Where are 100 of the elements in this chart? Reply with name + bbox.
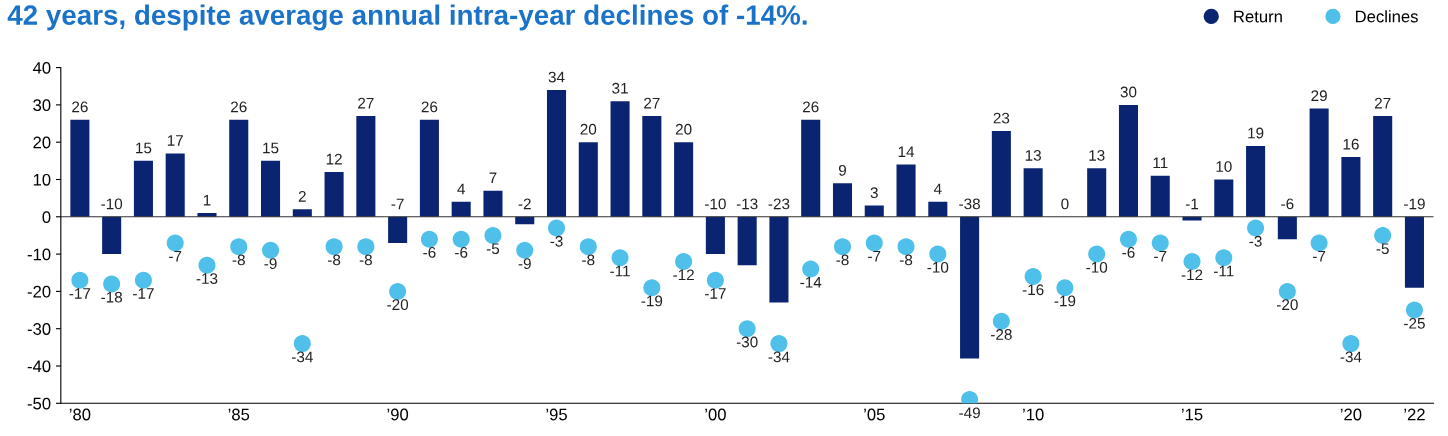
x-tick-label: ’22 xyxy=(1404,408,1425,421)
data-label: -8 xyxy=(359,254,372,266)
bar xyxy=(801,119,821,217)
point xyxy=(992,312,1010,330)
x-tick-label: ’95 xyxy=(546,408,567,421)
x-tick-label: ’85 xyxy=(228,408,250,421)
data-label: -7 xyxy=(868,250,881,262)
data-label: 26 xyxy=(802,101,819,113)
data-label: 10 xyxy=(1216,161,1232,172)
data-label: -10 xyxy=(101,198,123,210)
bar xyxy=(1404,216,1424,288)
y-tick-label: 20 xyxy=(33,136,51,149)
data-label: -18 xyxy=(101,291,123,303)
point xyxy=(1278,282,1296,300)
data-label: 20 xyxy=(675,123,692,135)
data-label: 27 xyxy=(1374,97,1391,109)
data-label: 20 xyxy=(580,123,597,135)
data-label: 27 xyxy=(358,97,374,109)
data-label: -38 xyxy=(959,198,980,210)
point xyxy=(1374,226,1392,244)
data-label: -8 xyxy=(899,254,913,266)
data-label: 23 xyxy=(993,112,1010,124)
point xyxy=(71,271,89,289)
bar xyxy=(451,201,471,217)
point xyxy=(230,238,248,256)
data-label: -3 xyxy=(550,235,563,247)
point xyxy=(262,241,280,259)
data-label: -8 xyxy=(232,254,245,266)
data-label: -34 xyxy=(1340,351,1362,363)
data-label: -11 xyxy=(610,265,630,277)
data-label: 19 xyxy=(1248,127,1264,139)
data-label: -25 xyxy=(1404,317,1425,329)
data-label: -8 xyxy=(836,254,849,266)
data-label: -6 xyxy=(423,247,436,258)
data-label: -16 xyxy=(1022,284,1044,296)
data-label: -3 xyxy=(1249,235,1262,247)
data-label: 30 xyxy=(1120,86,1137,98)
bar xyxy=(896,164,916,217)
x-tick-label: ’90 xyxy=(387,408,409,421)
data-label: -30 xyxy=(736,336,758,348)
bar xyxy=(610,101,630,217)
bar xyxy=(483,190,503,217)
data-label: -17 xyxy=(133,288,154,299)
data-label: -19 xyxy=(641,295,663,307)
data-label: -6 xyxy=(1281,198,1294,210)
bar xyxy=(1214,179,1234,217)
data-label: 13 xyxy=(1089,149,1105,161)
bar xyxy=(261,160,281,217)
bar xyxy=(578,142,598,217)
bar xyxy=(832,183,853,217)
bar xyxy=(1087,168,1107,217)
point xyxy=(516,241,534,259)
x-tick-label: ’15 xyxy=(1181,408,1203,421)
data-label: 27 xyxy=(644,97,660,109)
data-label: -1 xyxy=(1185,198,1199,210)
data-label: -34 xyxy=(291,351,313,363)
data-label: 26 xyxy=(72,101,88,113)
bar xyxy=(165,153,185,217)
data-label: -28 xyxy=(991,329,1012,340)
y-tick-label: 10 xyxy=(33,173,51,186)
data-label: -11 xyxy=(1214,265,1234,277)
point xyxy=(389,282,407,300)
data-label: 3 xyxy=(870,187,878,199)
data-label: 17 xyxy=(167,135,183,146)
y-tick-label: 0 xyxy=(42,211,51,223)
x-tick-label: ’00 xyxy=(705,408,726,421)
point xyxy=(706,271,724,289)
data-label: 13 xyxy=(1025,149,1041,161)
bar xyxy=(133,160,153,217)
data-label: -6 xyxy=(1122,247,1135,258)
data-label: 16 xyxy=(1343,138,1359,150)
x-tick-label: ’10 xyxy=(1023,408,1044,421)
point xyxy=(865,234,883,252)
bar xyxy=(991,130,1011,217)
data-label: -5 xyxy=(486,243,500,255)
bar xyxy=(1341,157,1361,217)
bar xyxy=(419,119,439,217)
data-label: 34 xyxy=(548,71,565,83)
point xyxy=(325,238,343,256)
data-label: -7 xyxy=(1154,250,1167,262)
legend-label: Declines xyxy=(1355,10,1418,23)
bar xyxy=(737,216,757,266)
data-label: 12 xyxy=(326,153,342,165)
x-tick-label: ’20 xyxy=(1340,408,1362,421)
bar xyxy=(1150,175,1170,217)
bar xyxy=(388,216,408,243)
point xyxy=(420,230,438,248)
bar xyxy=(102,216,122,255)
data-label: 7 xyxy=(489,172,497,184)
data-label: -14 xyxy=(800,277,822,288)
data-label: 4 xyxy=(933,183,942,195)
y-tick-label: 30 xyxy=(33,99,51,112)
data-label: 0 xyxy=(1061,198,1069,210)
data-label: -8 xyxy=(327,254,341,266)
y-tick-label: -20 xyxy=(27,285,51,298)
bar xyxy=(1023,168,1043,217)
data-label: -19 xyxy=(1404,198,1425,210)
point xyxy=(357,238,375,256)
bar xyxy=(1246,145,1266,217)
point xyxy=(134,271,152,289)
